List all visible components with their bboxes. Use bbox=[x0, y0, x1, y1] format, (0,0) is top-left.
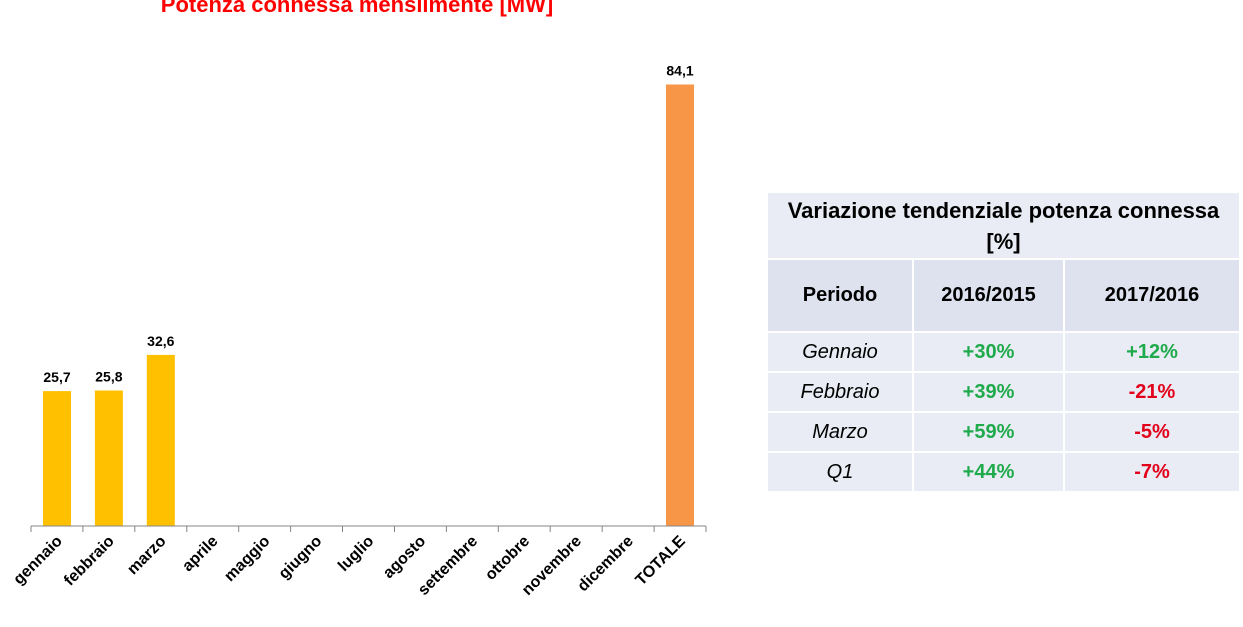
value-labels-layer: 25,7 25,8 32,6 84,1 bbox=[43, 63, 693, 386]
tick-label-luglio: luglio bbox=[335, 533, 377, 575]
data-label-febbraio: 25,8 bbox=[95, 369, 122, 385]
value-cell-2017: -5% bbox=[1063, 411, 1241, 453]
data-label-marzo: 32,6 bbox=[147, 333, 174, 349]
value-cell-2017: -7% bbox=[1063, 451, 1241, 493]
period-cell: Febbraio bbox=[766, 371, 914, 413]
tick-label-aprile: aprile bbox=[179, 533, 221, 575]
table-title-row: Variazione tendenziale potenza connessa … bbox=[766, 191, 1241, 260]
table-header-row: Periodo 2016/2015 2017/2016 bbox=[766, 258, 1241, 333]
tick-label-febbraio: febbraio bbox=[61, 533, 118, 590]
header-periodo: Periodo bbox=[766, 258, 914, 333]
tick-label-marzo: marzo bbox=[124, 533, 170, 579]
table-row: Gennaio +30% +12% bbox=[766, 331, 1241, 373]
value-cell-2016: +59% bbox=[912, 411, 1065, 453]
tick-label-maggio: maggio bbox=[221, 533, 273, 585]
chart-title: Potenza connessa mensilmente [MW] bbox=[160, 0, 554, 17]
tick-label-totale: TOTALE bbox=[633, 533, 689, 589]
data-label-totale: 84,1 bbox=[666, 63, 693, 79]
table-row: Marzo +59% -5% bbox=[766, 411, 1241, 453]
bar-gennaio bbox=[43, 391, 71, 526]
tick-label-giugno: giugno bbox=[276, 533, 326, 583]
tick-label-gennaio: gennaio bbox=[10, 533, 66, 589]
header-2017-2016: 2017/2016 bbox=[1063, 258, 1241, 333]
value-cell-2016: +30% bbox=[912, 331, 1065, 373]
bar-marzo bbox=[146, 354, 175, 527]
tick-label-dicembre: dicembre bbox=[575, 533, 637, 595]
table-row: Febbraio +39% -21% bbox=[766, 371, 1241, 413]
header-2016-2015: 2016/2015 bbox=[912, 258, 1065, 333]
period-cell: Marzo bbox=[766, 411, 914, 453]
bar-totale bbox=[666, 84, 694, 526]
value-cell-2017: +12% bbox=[1063, 331, 1241, 373]
period-cell: Q1 bbox=[766, 451, 914, 493]
value-cell-2017: -21% bbox=[1063, 371, 1241, 413]
bar-febbraio bbox=[94, 390, 123, 526]
period-cell: Gennaio bbox=[766, 331, 914, 373]
value-cell-2016: +44% bbox=[912, 451, 1065, 493]
tick-label-agosto: agosto bbox=[380, 533, 429, 582]
data-label-gennaio: 25,7 bbox=[43, 369, 70, 385]
table-title: Variazione tendenziale potenza connessa … bbox=[766, 191, 1241, 260]
bars-layer bbox=[43, 84, 694, 527]
variation-table: Variazione tendenziale potenza connessa … bbox=[766, 191, 1241, 493]
value-cell-2016: +39% bbox=[912, 371, 1065, 413]
table-row: Q1 +44% -7% bbox=[766, 451, 1241, 493]
tick-label-ottobre: ottobre bbox=[482, 533, 533, 584]
